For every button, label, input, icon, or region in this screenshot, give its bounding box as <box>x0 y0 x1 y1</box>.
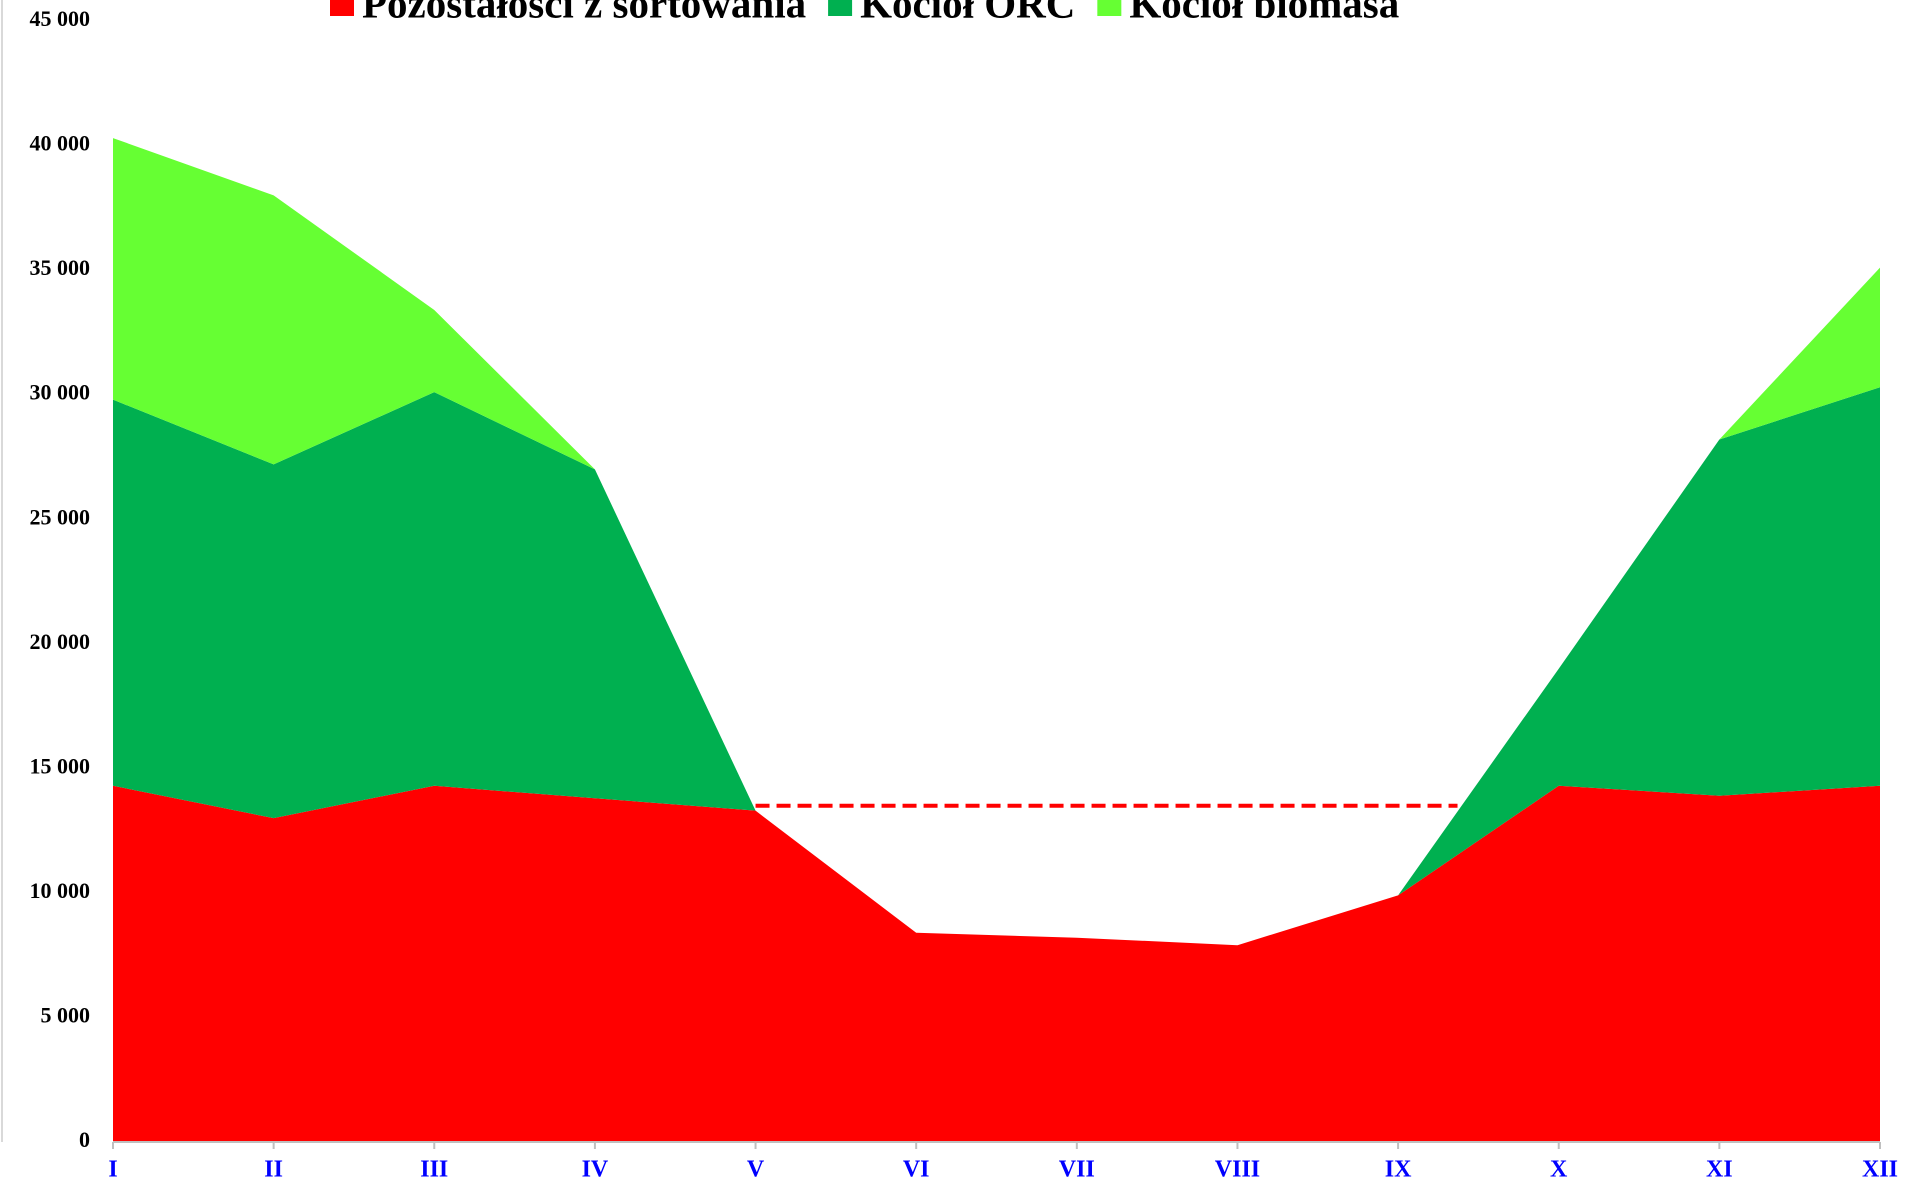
y-tick-label: 35 000 <box>30 255 91 280</box>
y-tick-label: 0 <box>79 1127 90 1152</box>
x-tick-label: VII <box>1059 1157 1095 1183</box>
area <box>113 785 1880 1142</box>
x-tick-label: IX <box>1385 1157 1412 1183</box>
x-tick-label: II <box>264 1157 283 1183</box>
y-tick-label: 30 000 <box>30 380 91 405</box>
y-tick-label: 15 000 <box>30 753 91 778</box>
x-tick-label: III <box>420 1157 448 1183</box>
legend-label: Pozostałości z sortowania <box>362 0 806 26</box>
y-tick-label: 40 000 <box>30 131 91 156</box>
legend-label: Kocioł biomasa <box>1129 0 1399 26</box>
y-tick-label: 10 000 <box>30 878 91 903</box>
x-tick-label: I <box>108 1157 117 1183</box>
x-tick-label: IV <box>582 1157 609 1183</box>
x-tick-label: VI <box>903 1157 930 1183</box>
legend-swatch <box>330 0 354 16</box>
x-tick-label: XII <box>1862 1157 1898 1183</box>
area <box>113 387 1880 946</box>
y-tick-label: 25 000 <box>30 504 91 529</box>
x-tick-label: XI <box>1706 1157 1733 1183</box>
legend-swatch <box>1097 0 1122 16</box>
x-tick-label: V <box>747 1157 765 1183</box>
area <box>113 138 1880 946</box>
legend-swatch <box>828 0 853 16</box>
x-tick-label: X <box>1550 1157 1568 1183</box>
legend: Pozostałości z sortowania Kocioł ORC Kocio… <box>330 0 1399 26</box>
legend-label: Kocioł ORC <box>860 0 1075 26</box>
x-tick-label: VIII <box>1215 1157 1260 1183</box>
y-tick-label: 5 000 <box>41 1002 91 1027</box>
y-tick-label: 20 000 <box>30 629 91 654</box>
y-tick-label: 45 000 <box>30 6 91 31</box>
